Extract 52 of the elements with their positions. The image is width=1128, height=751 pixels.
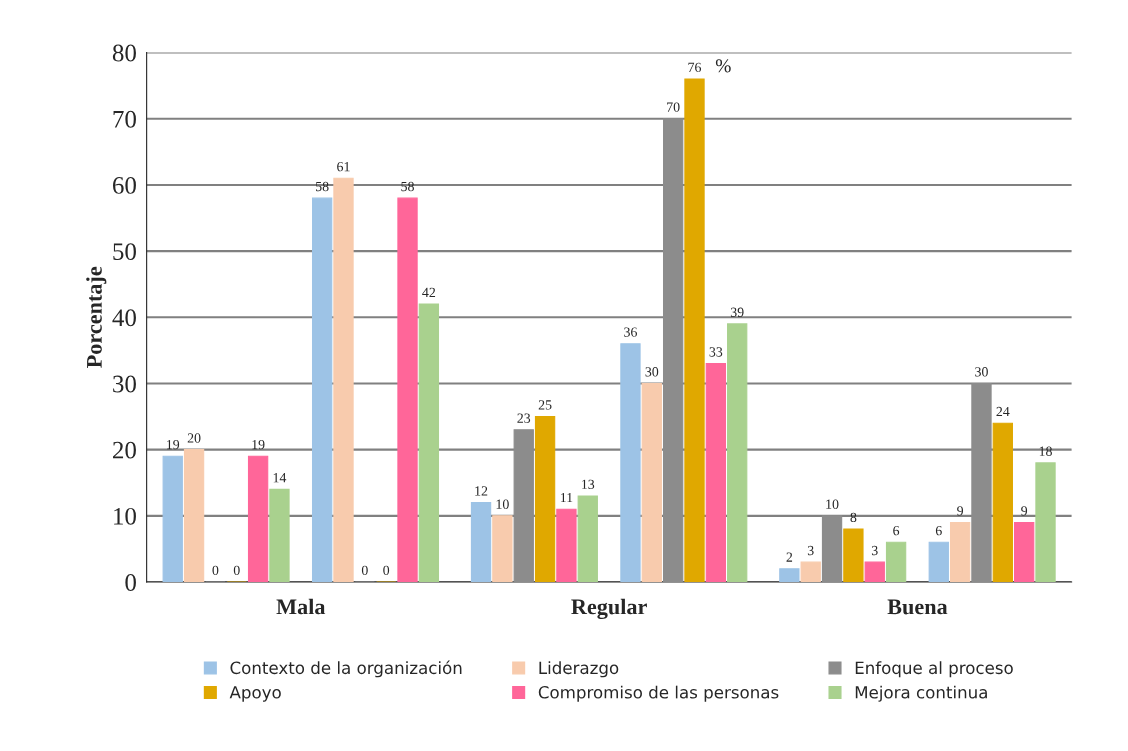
- legend-label: Mejora continua: [855, 685, 987, 702]
- data-label: 70: [667, 102, 680, 112]
- y-tick-label: 50: [113, 243, 136, 261]
- data-label: 3: [807, 545, 814, 556]
- data-label: 13: [582, 479, 595, 489]
- data-label: 10: [826, 499, 839, 509]
- data-label: 23: [517, 413, 531, 423]
- y-tick-label: 80: [112, 44, 136, 62]
- y-tick-label: 0: [125, 574, 136, 591]
- x-tick-label: Buena: [887, 599, 948, 615]
- data-label: 11: [560, 492, 573, 503]
- data-label: 36: [624, 327, 637, 337]
- legend-label: Enfoque al proceso: [855, 661, 1013, 678]
- data-label: 20: [187, 433, 201, 443]
- data-label: 0: [361, 565, 368, 576]
- annotation: %: [715, 59, 731, 73]
- y-tick-label: 70: [113, 110, 136, 128]
- data-label: 9: [1021, 506, 1028, 516]
- data-label: 25: [538, 400, 552, 410]
- data-label: 0: [383, 565, 390, 576]
- data-label: 61: [337, 161, 350, 172]
- data-label: 42: [422, 287, 436, 297]
- y-tick-label: 20: [113, 441, 136, 459]
- data-label: 19: [252, 439, 265, 450]
- y-tick-label: 10: [114, 507, 136, 525]
- y-tick-label: 30: [113, 375, 136, 393]
- legend-label: Apoyo: [229, 686, 281, 702]
- legend-label: Contexto de la organización: [230, 660, 462, 678]
- data-label: 6: [893, 525, 900, 536]
- data-label: 19: [167, 439, 180, 450]
- x-tick-label: Regular: [571, 598, 647, 620]
- y-axis-title: Porcentaje: [86, 266, 107, 368]
- data-label: 12: [475, 486, 488, 496]
- data-label: 33: [709, 347, 723, 357]
- data-label: 30: [975, 367, 988, 377]
- data-label: 24: [996, 406, 1010, 417]
- legend-label: Liderazgo: [539, 661, 619, 678]
- data-label: 30: [645, 367, 659, 377]
- y-tick-label: 40: [112, 309, 136, 327]
- data-label: 14: [273, 473, 287, 483]
- x-tick-label: Mala: [276, 598, 326, 615]
- data-label: 3: [871, 545, 878, 556]
- data-label: 10: [496, 499, 509, 509]
- data-label: 0: [212, 565, 219, 576]
- data-label: 6: [935, 525, 942, 536]
- data-label: 9: [957, 506, 964, 516]
- data-label: 0: [233, 565, 240, 576]
- data-label: 39: [730, 307, 744, 317]
- data-label: 76: [688, 62, 702, 73]
- legend-label: Compromiso de las personas: [538, 685, 779, 702]
- y-tick-label: 60: [112, 176, 136, 194]
- data-label: 2: [786, 552, 793, 562]
